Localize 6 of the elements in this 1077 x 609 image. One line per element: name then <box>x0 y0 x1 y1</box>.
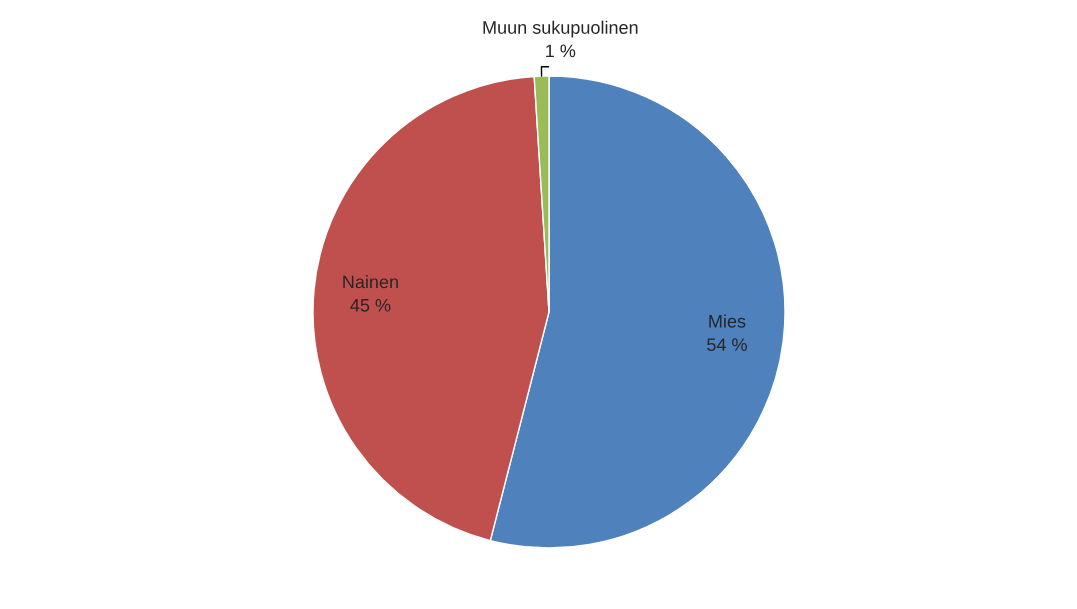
data-label: 45 % <box>350 298 391 312</box>
slice-label: Nainen <box>343 275 398 289</box>
data-label: 54 % <box>707 338 747 352</box>
slice-label: Muun sukupuolinen <box>483 20 638 38</box>
data-label: 1 % <box>546 44 576 58</box>
slice-label: Mies <box>709 314 746 328</box>
